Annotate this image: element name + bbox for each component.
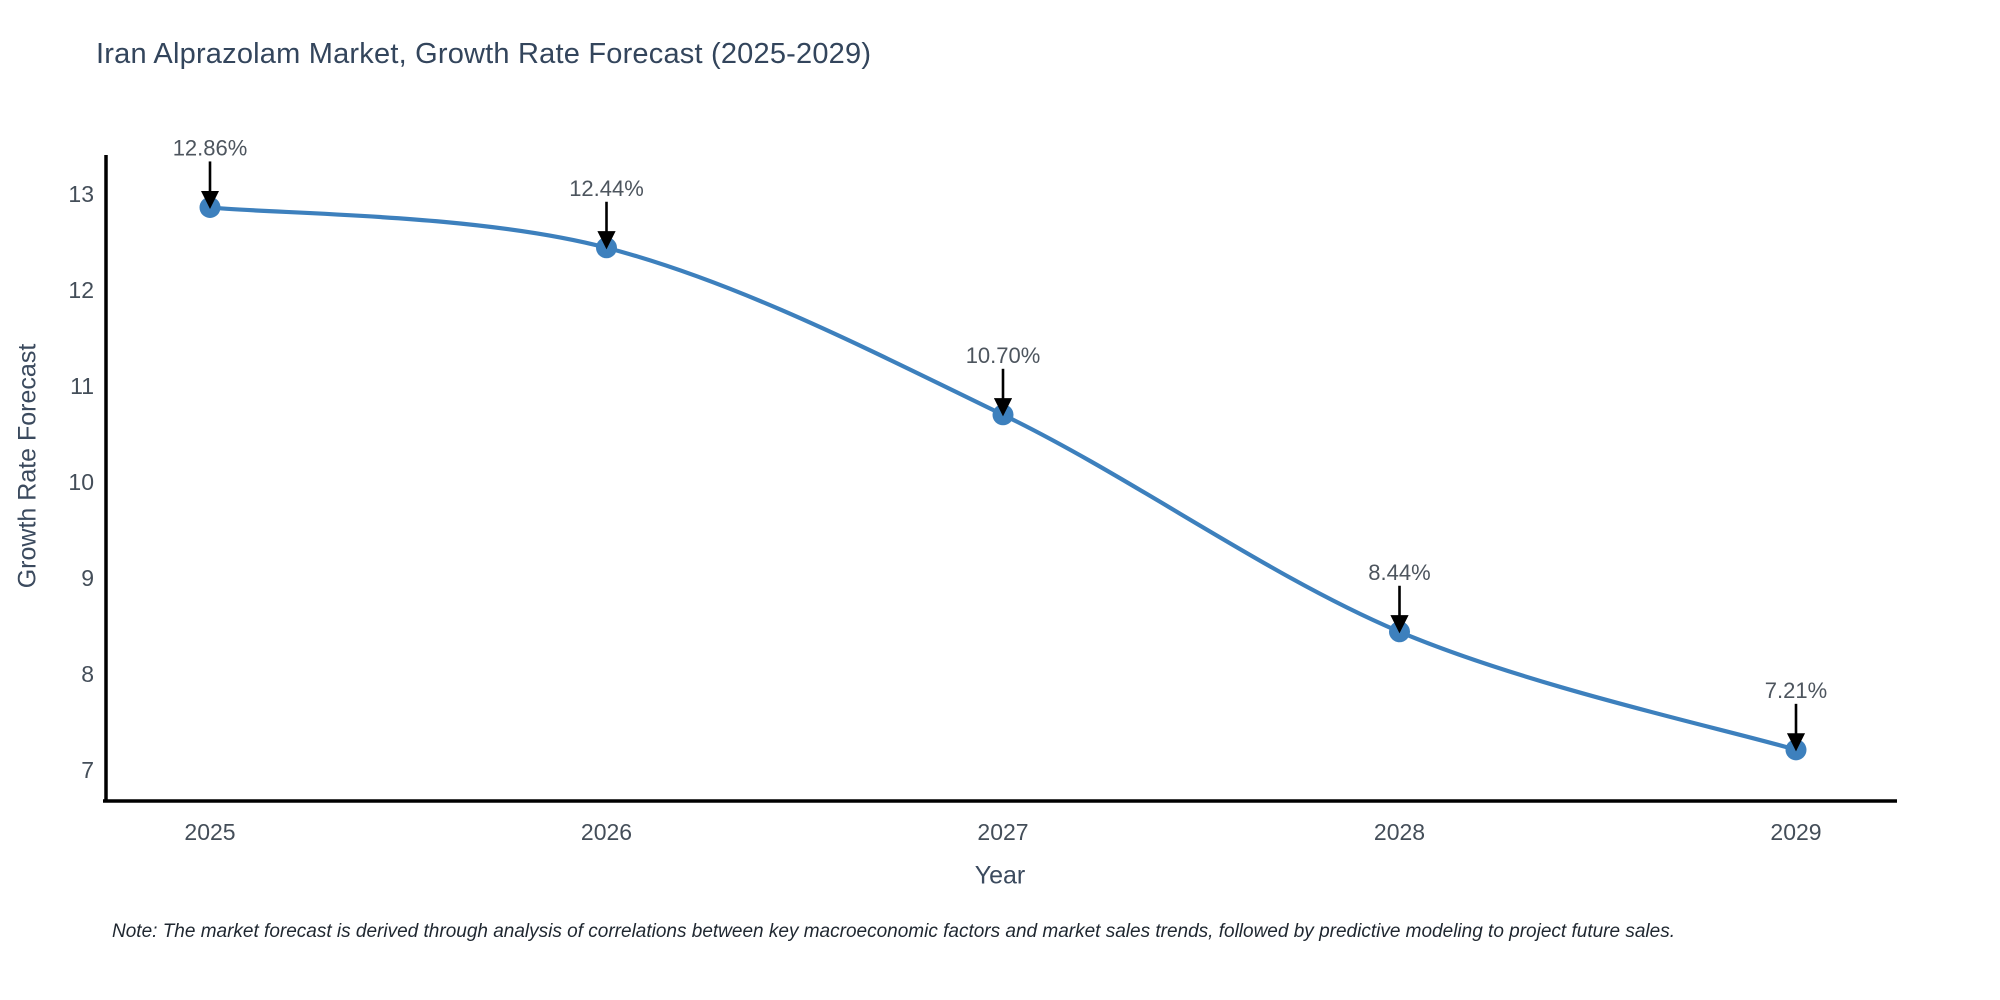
x-tick-label: 2026 <box>581 819 632 845</box>
footnote: Note: The market forecast is derived thr… <box>112 921 1675 942</box>
y-tick-label: 9 <box>81 565 94 591</box>
forecast-line <box>207 205 1799 752</box>
x-tick-label: 2028 <box>1374 819 1425 845</box>
data-point-2025 <box>199 196 221 218</box>
y-tick-label: 7 <box>81 757 94 783</box>
x-tick-label: 2029 <box>1770 819 1821 845</box>
x-tick-label: 2027 <box>977 819 1028 845</box>
annotation-label: 12.44% <box>569 176 644 201</box>
y-tick-label: 11 <box>70 373 94 399</box>
x-tick-label: 2025 <box>184 819 235 845</box>
y-tick-label: 13 <box>68 181 94 207</box>
y-tick-label: 12 <box>68 277 94 303</box>
y-tick-label: 10 <box>68 469 94 495</box>
x-axis-label: Year <box>974 861 1026 890</box>
annotation-label: 12.86% <box>173 135 248 160</box>
data-point-2028 <box>1389 621 1410 643</box>
data-point-2026 <box>596 237 617 259</box>
data-point-2027 <box>992 404 1014 426</box>
y-tick-label: 8 <box>81 661 94 687</box>
annotation-label: 8.44% <box>1368 560 1430 585</box>
chart-title: Iran Alprazolam Market, Growth Rate Fore… <box>96 38 872 70</box>
annotation-label: 10.70% <box>966 343 1041 368</box>
annotation-label: 7.21% <box>1765 678 1827 703</box>
data-point-2029 <box>1785 739 1807 761</box>
